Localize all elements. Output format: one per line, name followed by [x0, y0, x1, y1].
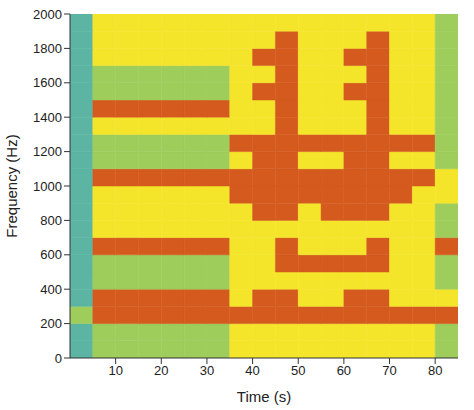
svg-text:60: 60 [337, 363, 351, 378]
svg-text:1600: 1600 [33, 75, 62, 90]
svg-text:1000: 1000 [33, 179, 62, 194]
svg-text:1200: 1200 [33, 144, 62, 159]
svg-text:0: 0 [55, 351, 62, 366]
svg-text:800: 800 [40, 213, 62, 228]
svg-text:2000: 2000 [33, 7, 62, 22]
svg-text:20: 20 [154, 363, 168, 378]
svg-text:10: 10 [108, 363, 122, 378]
svg-text:1400: 1400 [33, 110, 62, 125]
svg-text:70: 70 [382, 363, 396, 378]
svg-text:50: 50 [291, 363, 305, 378]
svg-text:Time (s): Time (s) [237, 388, 291, 405]
svg-text:80: 80 [428, 363, 442, 378]
svg-text:1800: 1800 [33, 41, 62, 56]
svg-text:400: 400 [40, 282, 62, 297]
svg-text:Frequency (Hz): Frequency (Hz) [3, 134, 20, 237]
svg-text:40: 40 [245, 363, 259, 378]
svg-text:30: 30 [200, 363, 214, 378]
svg-text:200: 200 [40, 316, 62, 331]
svg-text:600: 600 [40, 247, 62, 262]
